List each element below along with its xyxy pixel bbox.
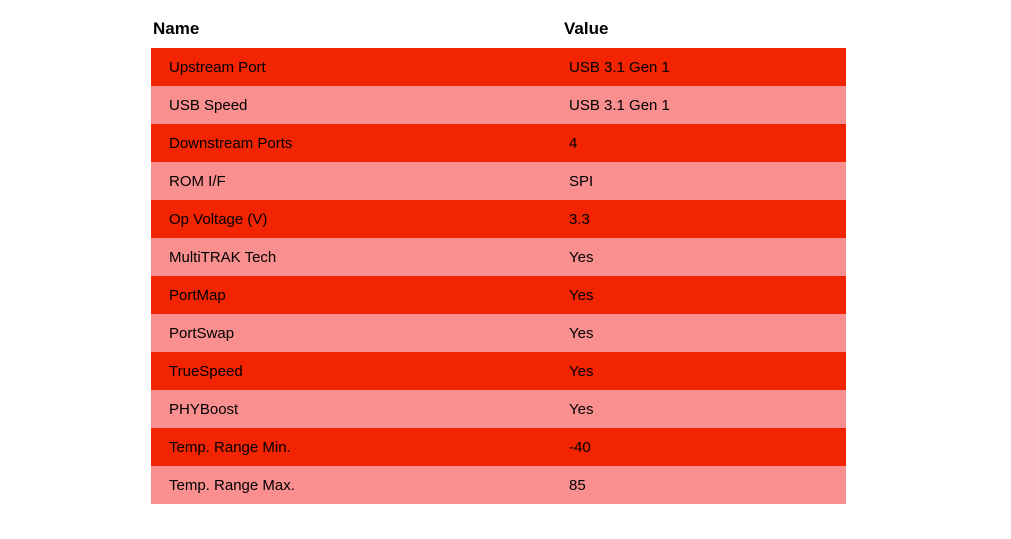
name-cell: USB Speed <box>169 96 248 114</box>
value-cell: SPI <box>569 172 594 190</box>
table-row: USB Speed USB 3.1 Gen 1 <box>151 86 846 124</box>
table-row: Op Voltage (V) 3.3 <box>151 200 846 238</box>
table-body: Upstream Port USB 3.1 Gen 1 USB Speed US… <box>151 48 846 504</box>
name-cell: Temp. Range Min. <box>169 438 291 456</box>
name-cell: Downstream Ports <box>169 134 293 152</box>
table-row: Temp. Range Max. 85 <box>151 466 846 504</box>
column-header-name: Name <box>153 18 200 38</box>
spec-table: Name Value Upstream Port USB 3.1 Gen 1 U… <box>151 9 846 504</box>
table-row: ROM I/F SPI <box>151 162 846 200</box>
name-cell: Upstream Port <box>169 58 266 76</box>
value-cell: Yes <box>569 286 594 304</box>
name-cell: PortMap <box>169 286 226 304</box>
table-row: PHYBoost Yes <box>151 390 846 428</box>
value-cell: Yes <box>569 362 594 380</box>
name-cell: TrueSpeed <box>169 362 243 380</box>
table-row: Temp. Range Min. -40 <box>151 428 846 466</box>
column-header-value: Value <box>564 18 609 38</box>
value-cell: -40 <box>569 438 591 456</box>
name-cell: MultiTRAK Tech <box>169 248 277 266</box>
name-cell: Temp. Range Max. <box>169 476 295 494</box>
value-cell: Yes <box>569 248 594 266</box>
value-cell: 4 <box>569 134 578 152</box>
table-row: PortSwap Yes <box>151 314 846 352</box>
value-cell: USB 3.1 Gen 1 <box>569 58 670 76</box>
value-cell: USB 3.1 Gen 1 <box>569 96 670 114</box>
name-cell: PortSwap <box>169 324 235 342</box>
value-cell: Yes <box>569 324 594 342</box>
table-row: TrueSpeed Yes <box>151 352 846 390</box>
table-row: Downstream Ports 4 <box>151 124 846 162</box>
table-row: MultiTRAK Tech Yes <box>151 238 846 276</box>
value-cell: 3.3 <box>569 210 590 228</box>
value-cell: Yes <box>569 400 594 418</box>
name-cell: PHYBoost <box>169 400 239 418</box>
value-cell: 85 <box>569 476 586 494</box>
table-header-row: Name Value <box>151 9 846 48</box>
name-cell: Op Voltage (V) <box>169 210 268 228</box>
name-cell: ROM I/F <box>169 172 226 190</box>
table-row: PortMap Yes <box>151 276 846 314</box>
table-row: Upstream Port USB 3.1 Gen 1 <box>151 48 846 86</box>
